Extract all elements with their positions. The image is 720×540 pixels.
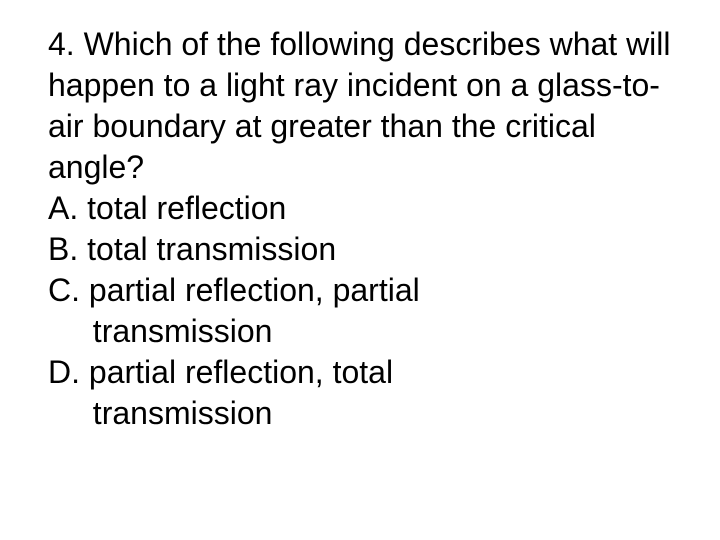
question-number: 4. <box>48 26 75 62</box>
choice-c-label: C. <box>48 272 80 308</box>
choice-c-continuation: transmission <box>48 311 680 352</box>
choice-d: D. partial reflection, total <box>48 352 680 393</box>
question-text: 4. Which of the following describes what… <box>48 24 680 188</box>
choice-c: C. partial reflection, partial <box>48 270 680 311</box>
choice-b: B. total transmission <box>48 229 680 270</box>
choice-b-text: total transmission <box>87 231 336 267</box>
question-body: Which of the following describes what wi… <box>48 26 671 185</box>
choice-d-text: partial reflection, total <box>89 354 393 390</box>
choice-a: A. total reflection <box>48 188 680 229</box>
choice-b-label: B. <box>48 231 78 267</box>
choice-d-label: D. <box>48 354 80 390</box>
question-block: 4. Which of the following describes what… <box>48 24 680 434</box>
choice-a-text: total reflection <box>87 190 286 226</box>
choice-d-continuation: transmission <box>48 393 680 434</box>
choice-a-label: A. <box>48 190 78 226</box>
choice-c-text: partial reflection, partial <box>89 272 420 308</box>
